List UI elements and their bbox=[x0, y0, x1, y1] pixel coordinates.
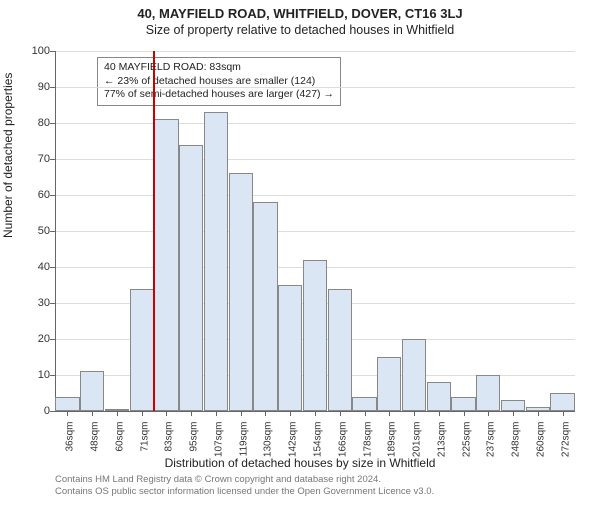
xtick-mark bbox=[464, 411, 465, 416]
histogram-bar bbox=[154, 119, 178, 411]
ytick-label: 30 bbox=[20, 297, 50, 309]
xtick-mark bbox=[488, 411, 489, 416]
xtick-mark bbox=[216, 411, 217, 416]
gridline bbox=[55, 87, 575, 88]
ytick-label: 50 bbox=[20, 225, 50, 237]
ytick-label: 90 bbox=[20, 81, 50, 93]
xtick-mark bbox=[67, 411, 68, 416]
xtick-mark bbox=[142, 411, 143, 416]
xtick-mark bbox=[166, 411, 167, 416]
histogram-bar bbox=[451, 397, 475, 411]
footnote: Contains HM Land Registry data © Crown c… bbox=[55, 474, 434, 499]
histogram-bar bbox=[501, 400, 525, 411]
histogram-bar bbox=[130, 289, 154, 411]
footnote-line2: Contains OS public sector information li… bbox=[55, 486, 434, 498]
y-axis-label: Number of detached properties bbox=[1, 73, 15, 238]
xtick-mark bbox=[117, 411, 118, 416]
gridline bbox=[55, 159, 575, 160]
annotation-box: 40 MAYFIELD ROAD: 83sqm ← 23% of detache… bbox=[97, 57, 341, 106]
ytick-label: 60 bbox=[20, 189, 50, 201]
chart-subtitle: Size of property relative to detached ho… bbox=[0, 23, 600, 37]
xtick-mark bbox=[414, 411, 415, 416]
xtick-mark bbox=[439, 411, 440, 416]
histogram-bar bbox=[352, 397, 376, 411]
xtick-mark bbox=[513, 411, 514, 416]
xtick-mark bbox=[340, 411, 341, 416]
chart-container: 40, MAYFIELD ROAD, WHITFIELD, DOVER, CT1… bbox=[0, 6, 600, 506]
xtick-mark bbox=[538, 411, 539, 416]
x-axis-label: Distribution of detached houses by size … bbox=[0, 456, 600, 470]
ytick-label: 70 bbox=[20, 153, 50, 165]
chart-title: 40, MAYFIELD ROAD, WHITFIELD, DOVER, CT1… bbox=[0, 6, 600, 21]
histogram-bar bbox=[402, 339, 426, 411]
histogram-bar bbox=[80, 371, 104, 411]
xtick-mark bbox=[365, 411, 366, 416]
gridline bbox=[55, 195, 575, 196]
xtick-mark bbox=[191, 411, 192, 416]
histogram-bar bbox=[204, 112, 228, 411]
histogram-bar bbox=[253, 202, 277, 411]
histogram-bar bbox=[427, 382, 451, 411]
xtick-mark bbox=[563, 411, 564, 416]
ytick-label: 0 bbox=[20, 405, 50, 417]
histogram-bar bbox=[550, 393, 574, 411]
annotation-line3: 77% of semi-detached houses are larger (… bbox=[104, 88, 334, 102]
y-axis bbox=[55, 51, 56, 411]
xtick-mark bbox=[92, 411, 93, 416]
histogram-bar bbox=[377, 357, 401, 411]
xtick-mark bbox=[290, 411, 291, 416]
histogram-bar bbox=[278, 285, 302, 411]
histogram-bar bbox=[229, 173, 253, 411]
xtick-mark bbox=[389, 411, 390, 416]
histogram-bar bbox=[328, 289, 352, 411]
reference-line bbox=[153, 51, 155, 411]
annotation-line1: 40 MAYFIELD ROAD: 83sqm bbox=[104, 61, 334, 75]
gridline bbox=[55, 123, 575, 124]
histogram-bar bbox=[476, 375, 500, 411]
gridline bbox=[55, 51, 575, 52]
xtick-mark bbox=[241, 411, 242, 416]
ytick-label: 10 bbox=[20, 369, 50, 381]
xtick-mark bbox=[315, 411, 316, 416]
gridline bbox=[55, 231, 575, 232]
ytick-label: 20 bbox=[20, 333, 50, 345]
ytick-label: 80 bbox=[20, 117, 50, 129]
ytick-label: 40 bbox=[20, 261, 50, 273]
histogram-bar bbox=[55, 397, 79, 411]
histogram-bar bbox=[179, 145, 203, 411]
footnote-line1: Contains HM Land Registry data © Crown c… bbox=[55, 474, 434, 486]
ytick-label: 100 bbox=[20, 45, 50, 57]
xtick-mark bbox=[265, 411, 266, 416]
histogram-bar bbox=[303, 260, 327, 411]
plot-area: 40 MAYFIELD ROAD: 83sqm ← 23% of detache… bbox=[55, 51, 575, 411]
